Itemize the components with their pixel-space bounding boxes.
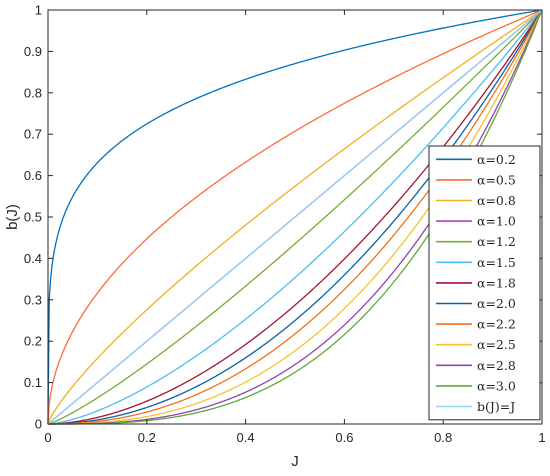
y-axis-label: b(J) [4,204,21,230]
legend-entry: α=1.5 [477,255,516,270]
x-tick-label: 0.4 [237,430,255,445]
x-tick-label: 0 [44,430,51,445]
y-tick-label: 0.2 [24,334,42,349]
series-line-3 [47,9,543,425]
y-tick-label: 0.9 [24,44,42,59]
legend-entry: α=0.8 [477,193,516,208]
series-line-6 [47,9,543,425]
series-line-5 [47,9,543,425]
legend-entry: α=2.0 [477,296,516,311]
y-tick-label: 0.6 [24,168,42,183]
y-tick-label: 1 [35,3,42,18]
y-axis: 0 0.1 0.2 0.3 0.4 0.5 0.6 0.7 0.8 0.9 1 [24,3,542,432]
series-line-1 [47,9,543,425]
legend-entry: α=2.2 [477,317,516,332]
x-tick-label: 0.6 [335,430,353,445]
legend-entry: α=1.8 [477,275,516,290]
legend-entry: α=1.2 [477,234,516,249]
y-tick-label: 0.8 [24,85,42,100]
y-tick-label: 0.3 [24,292,42,307]
y-tick-label: 0.4 [24,251,42,266]
y-tick-label: 0 [35,417,42,432]
x-tick-label: 0.8 [434,430,452,445]
x-axis-label: J [291,453,299,470]
legend: α=0.2 α=0.5 α=0.8 α=1.0 α=1.2 α=1.5 α=1.8 α=2.0… [428,145,541,421]
x-tick-label: 0.2 [138,430,156,445]
legend-entry: b(J)=J [477,399,515,414]
legend-entry: α=0.2 [477,152,516,167]
legend-entry: α=2.5 [477,337,516,352]
y-tick-label: 0.7 [24,127,42,142]
x-tick-label: 1 [538,430,545,445]
series-line-7 [47,9,543,425]
x-axis: 0 0.2 0.4 0.6 0.8 1 [44,10,546,445]
y-tick-label: 0.5 [24,210,42,225]
series-line-2 [47,9,543,425]
legend-entry: α=1.0 [477,214,516,229]
y-tick-label: 0.1 [24,375,42,390]
legend-entry: α=2.8 [477,358,516,373]
series-line-13 [47,9,543,425]
series-line-8 [48,9,543,425]
legend-entry: α=0.5 [477,172,516,187]
legend-entry: α=3.0 [477,378,516,393]
